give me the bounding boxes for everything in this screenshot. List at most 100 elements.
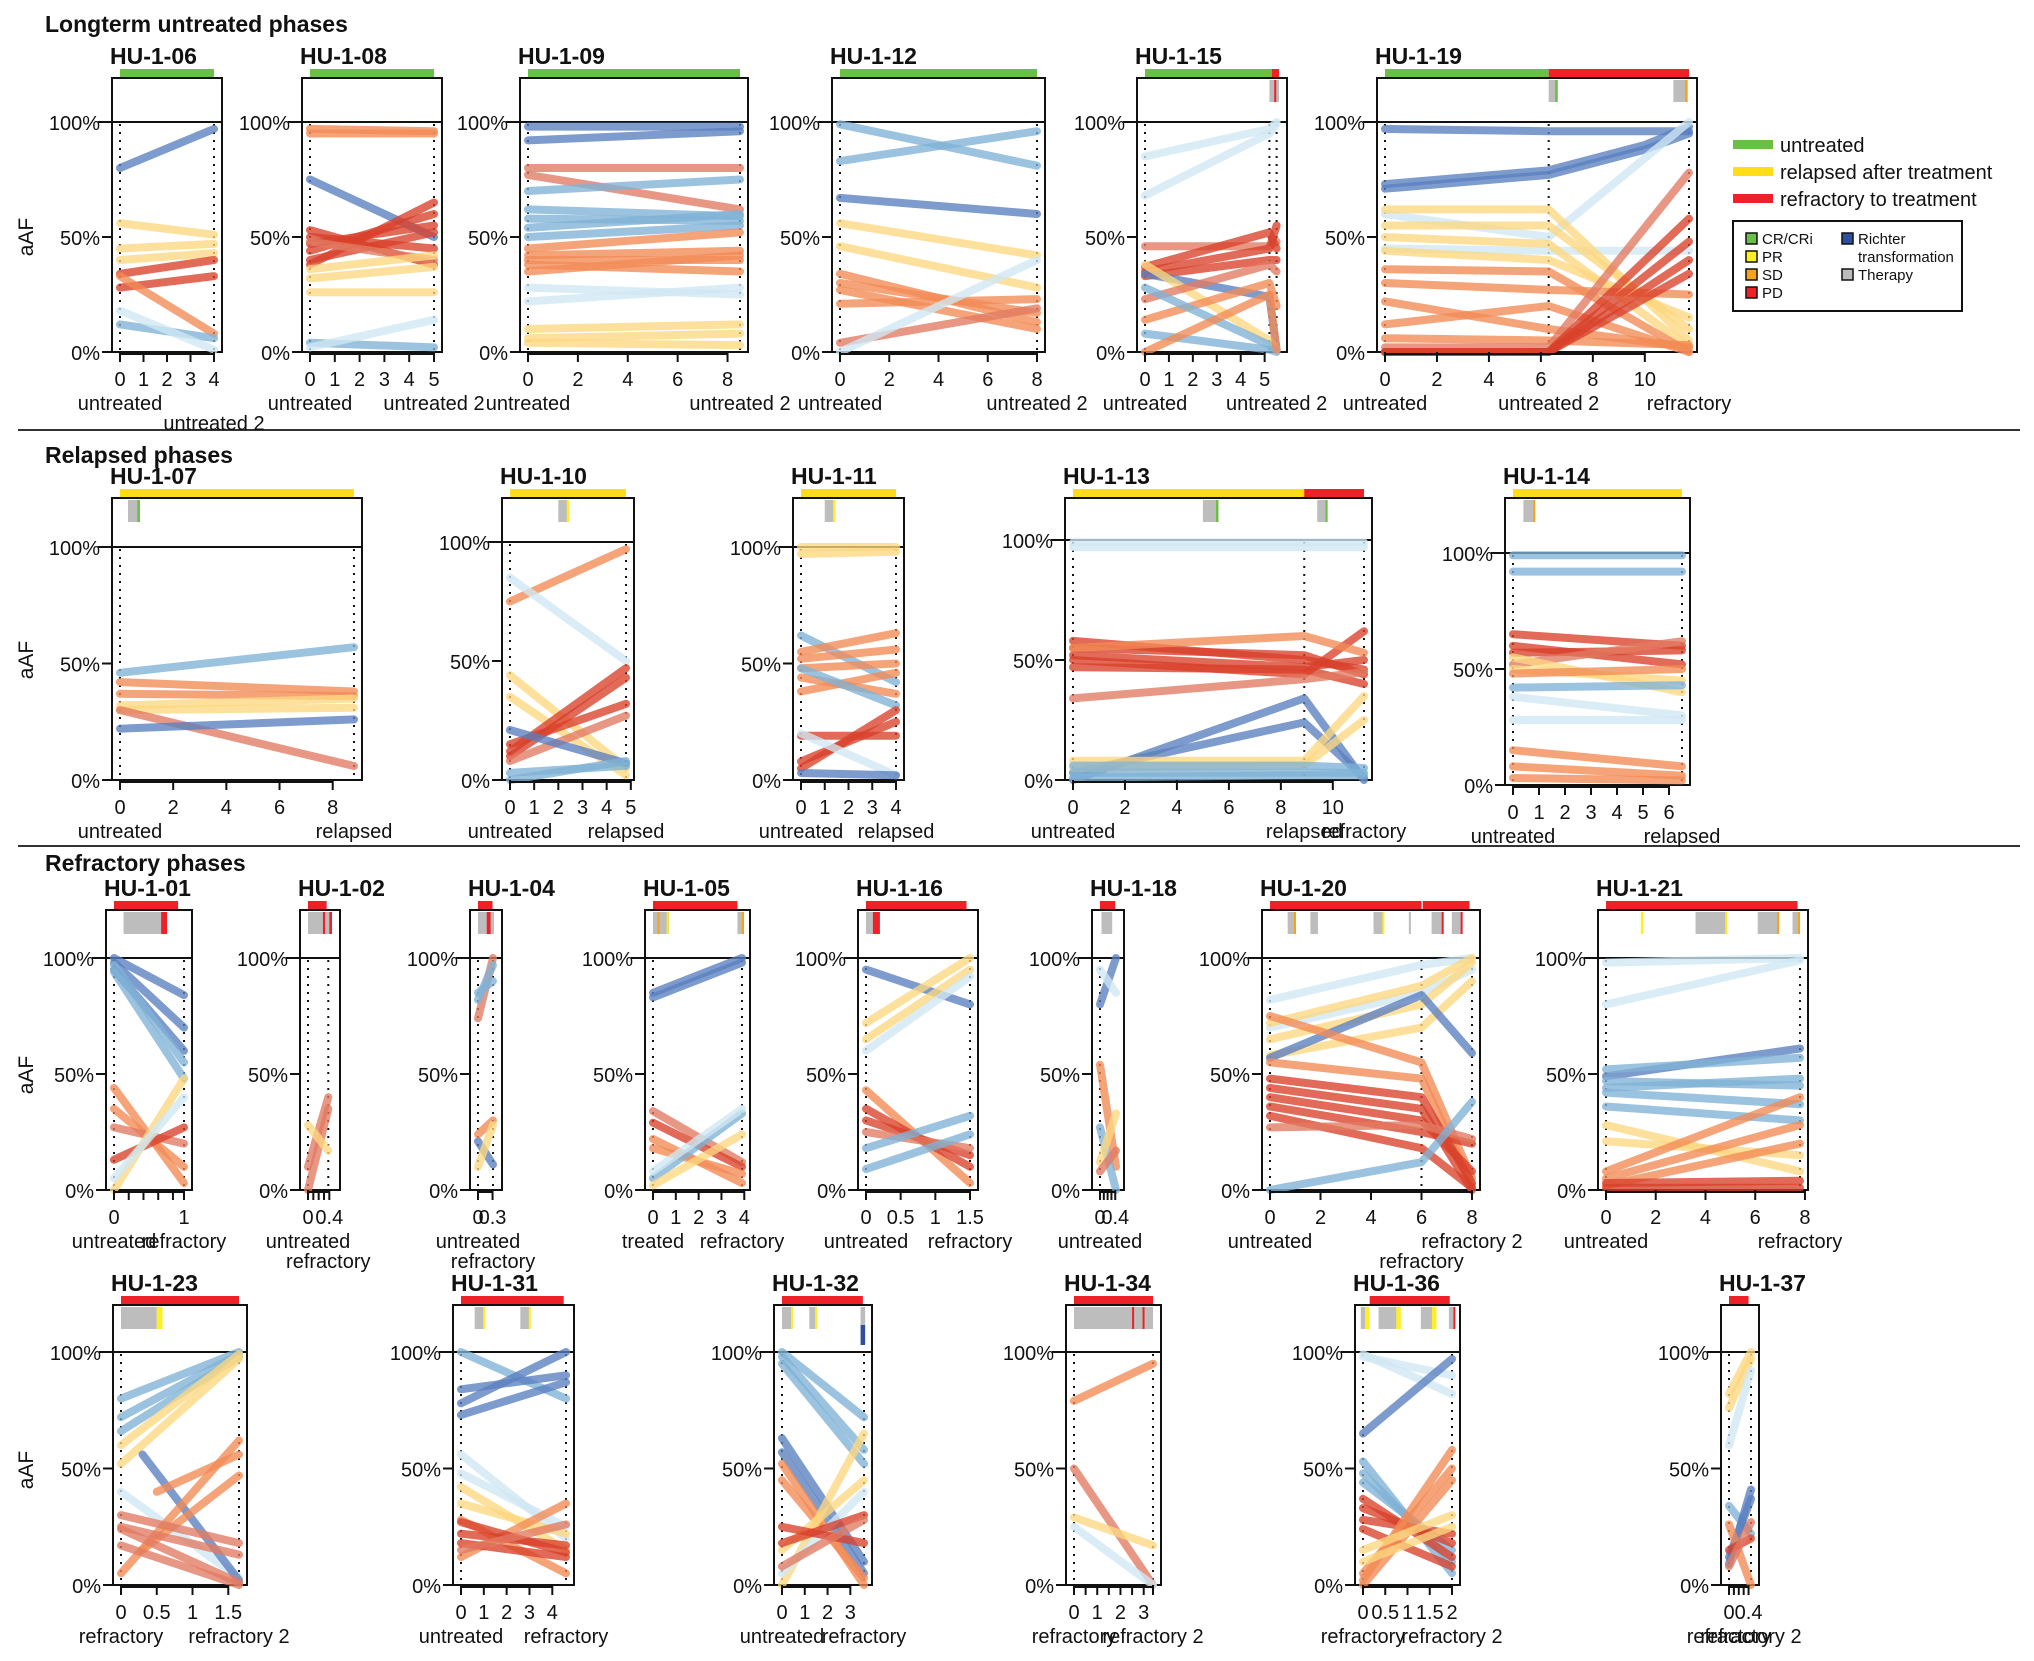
mutation-trajectory xyxy=(836,256,1041,356)
y-tick-label: 0% xyxy=(412,1576,441,1598)
x-tick-label: 2 xyxy=(822,1602,833,1624)
panel-hu-1-14: HU-1-14 0% 50% 100% 0 1 2 3 4 5 6 untreated relapsed xyxy=(1442,463,1721,848)
legend-swatch-pr xyxy=(1745,250,1758,263)
mutation-trajectory xyxy=(1070,1464,1157,1589)
x-tick-label: 2 xyxy=(553,797,564,819)
x-tick-label: 3 xyxy=(577,797,588,819)
phase-bar xyxy=(866,901,967,910)
sample-phase-label: refractory xyxy=(1322,821,1406,843)
legend-label-relapsed: relapsed after treatment xyxy=(1780,162,1993,184)
mutation-trajectory xyxy=(649,958,746,1002)
therapy-event-marker xyxy=(1431,912,1443,934)
panel-title: HU-1-15 xyxy=(1135,43,1222,69)
x-tick-label: 0.3 xyxy=(479,1207,507,1229)
x-tick-label: 4 xyxy=(208,369,219,391)
mutation-trajectory xyxy=(836,193,1041,218)
panel-title: HU-1-06 xyxy=(110,43,197,69)
panel-hu-1-34: HU-1-34 0% 50% 100% 0 1 2 3 refractoryrefractory… xyxy=(1003,1270,1204,1648)
panel-title: HU-1-37 xyxy=(1719,1270,1806,1296)
x-tick-label: 0 xyxy=(834,369,845,391)
y-tick-label: 50% xyxy=(593,1065,633,1087)
y-tick-label: 0% xyxy=(1314,1576,1343,1598)
sample-phase-label: refractory 2 xyxy=(1421,1231,1522,1253)
mutation-trajectory xyxy=(778,1359,868,1468)
y-tick-label: 100% xyxy=(439,533,490,555)
mutation-trajectory xyxy=(1069,761,1368,772)
sample-phase-label: relapsed xyxy=(1644,826,1721,848)
sample-phase-label: untreated 2 xyxy=(1498,393,1599,415)
y-tick-label: 0% xyxy=(1024,771,1053,793)
mutation-trajectory xyxy=(304,1121,333,1155)
mutation-trajectory xyxy=(1509,692,1686,720)
y-tick-label: 50% xyxy=(1669,1460,1709,1482)
mutation-trajectory xyxy=(117,1525,243,1587)
mutation-trajectory xyxy=(649,1104,746,1176)
x-tick-label: 2 xyxy=(572,369,583,391)
sample-phase-label: untreated 2 xyxy=(163,413,264,435)
mutation-trajectory xyxy=(1069,644,1368,679)
x-tick-label: 2 xyxy=(1315,1207,1326,1229)
y-tick-label: 50% xyxy=(1210,1065,1250,1087)
mutation-trajectory xyxy=(1725,1518,1755,1571)
x-tick-label: 5 xyxy=(1637,802,1648,824)
mutation-trajectory xyxy=(116,124,218,172)
y-tick-label: 0% xyxy=(817,1181,846,1203)
y-tick-label: 100% xyxy=(1002,531,1053,553)
sample-phase-label: refractory xyxy=(524,1626,608,1648)
therapy-event-marker xyxy=(322,912,326,934)
mutation-trajectory xyxy=(1070,1359,1157,1405)
x-tick-label: 0 xyxy=(108,1207,119,1229)
x-tick-label: 4 xyxy=(1365,1207,1376,1229)
panel-frame xyxy=(469,909,503,1191)
mutation-trajectory xyxy=(1381,124,1693,136)
phase-bar xyxy=(310,69,434,78)
mutation-trajectory xyxy=(1602,1074,1804,1092)
legend-label-sd: SD xyxy=(1762,267,1783,284)
x-tick-label: 2 xyxy=(1559,802,1570,824)
x-tick-label: 5 xyxy=(428,369,439,391)
therapy-event-marker xyxy=(127,500,139,522)
y-tick-label: 0% xyxy=(259,1181,288,1203)
mutation-trajectory xyxy=(524,127,744,145)
y-tick-label: 100% xyxy=(49,113,100,135)
x-tick-label: 3 xyxy=(1138,1602,1149,1624)
mutation-trajectory xyxy=(524,283,744,306)
mutation-trajectory xyxy=(778,1352,868,1454)
therapy-event-marker xyxy=(329,912,332,934)
mutation-trajectory xyxy=(649,954,746,997)
mutation-trajectory xyxy=(116,703,358,715)
panel-frame xyxy=(773,1304,873,1586)
legend-label-untreated: untreated xyxy=(1780,135,1865,157)
x-tick-label: 8 xyxy=(1275,797,1286,819)
therapy-event-marker xyxy=(1373,912,1384,934)
panel-title: HU-1-11 xyxy=(791,463,877,489)
mutation-trajectory xyxy=(506,673,630,761)
mutation-trajectory xyxy=(1141,260,1281,304)
y-tick-label: 100% xyxy=(769,113,820,135)
mutation-trajectory xyxy=(116,256,218,278)
panel-title: HU-1-05 xyxy=(643,875,730,901)
panel-frame xyxy=(1504,497,1691,786)
panel-title: HU-1-14 xyxy=(1503,463,1590,489)
y-axis-label: aAF xyxy=(15,218,38,257)
therapy-event-marker xyxy=(1548,80,1557,102)
y-tick-label: 0% xyxy=(71,771,100,793)
mutation-trajectory xyxy=(1602,1121,1804,1183)
phase-bar xyxy=(114,901,179,910)
therapy-event-marker xyxy=(1215,500,1219,522)
sample-phase-label: untreated xyxy=(1103,393,1188,415)
sample-phase-label: untreated xyxy=(266,1231,351,1253)
mutation-trajectory xyxy=(1069,632,1368,657)
x-tick-label: 4 xyxy=(221,797,232,819)
x-tick-label: 6 xyxy=(1750,1207,1761,1229)
sample-phase-label: relapsed xyxy=(858,821,935,843)
panel-frame xyxy=(111,497,363,781)
therapy-event-marker xyxy=(782,1307,792,1329)
y-tick-label: 100% xyxy=(795,949,846,971)
panel-frame xyxy=(452,1304,575,1586)
sample-phase-label: untreated xyxy=(72,1231,157,1253)
x-tick-label: 0.4 xyxy=(315,1207,343,1229)
x-tick-label: 0 xyxy=(1264,1207,1275,1229)
x-tick-label: 3 xyxy=(1585,802,1596,824)
panel-title: HU-1-20 xyxy=(1260,875,1347,901)
